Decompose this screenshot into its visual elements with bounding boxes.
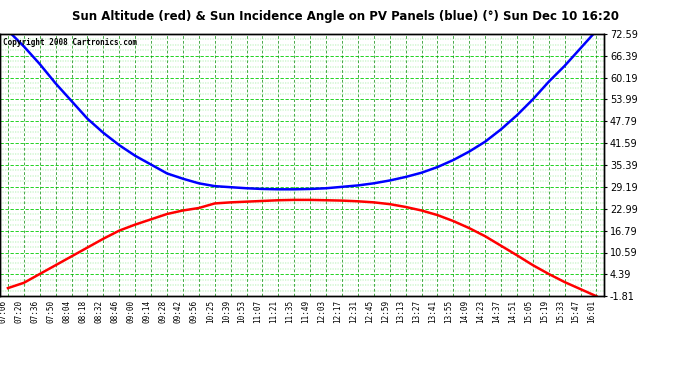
Text: 08:32: 08:32 [95, 300, 103, 323]
Text: 10:39: 10:39 [221, 300, 230, 323]
Text: 15:47: 15:47 [571, 300, 580, 323]
Text: 15:19: 15:19 [540, 300, 549, 323]
Text: 11:21: 11:21 [269, 300, 278, 323]
Text: 12:59: 12:59 [381, 300, 390, 323]
Text: 08:18: 08:18 [79, 300, 88, 323]
Text: 12:31: 12:31 [349, 300, 358, 323]
Text: 15:33: 15:33 [555, 300, 564, 323]
Text: 13:55: 13:55 [444, 300, 453, 323]
Text: 11:07: 11:07 [253, 300, 262, 323]
Text: 11:35: 11:35 [285, 300, 294, 323]
Text: 16:01: 16:01 [587, 300, 596, 323]
Text: 09:56: 09:56 [190, 300, 199, 323]
Text: 07:20: 07:20 [15, 300, 24, 323]
Text: 13:27: 13:27 [413, 300, 422, 323]
Text: 11:49: 11:49 [301, 300, 310, 323]
Text: 10:53: 10:53 [237, 300, 246, 323]
Text: 12:17: 12:17 [333, 300, 342, 323]
Text: 09:14: 09:14 [142, 300, 151, 323]
Text: 13:41: 13:41 [428, 300, 437, 323]
Text: 13:13: 13:13 [397, 300, 406, 323]
Text: 09:00: 09:00 [126, 300, 135, 323]
Text: 14:23: 14:23 [476, 300, 485, 323]
Text: Copyright 2008 Cartronics.com: Copyright 2008 Cartronics.com [3, 38, 137, 47]
Text: 07:36: 07:36 [31, 300, 40, 323]
Text: 07:50: 07:50 [47, 300, 56, 323]
Text: 14:37: 14:37 [492, 300, 501, 323]
Text: 12:45: 12:45 [365, 300, 374, 323]
Text: 10:25: 10:25 [206, 300, 215, 323]
Text: 07:06: 07:06 [0, 300, 8, 323]
Text: Sun Altitude (red) & Sun Incidence Angle on PV Panels (blue) (°) Sun Dec 10 16:2: Sun Altitude (red) & Sun Incidence Angle… [72, 10, 618, 23]
Text: 09:28: 09:28 [158, 300, 167, 323]
Text: 08:04: 08:04 [63, 300, 72, 323]
Text: 12:03: 12:03 [317, 300, 326, 323]
Text: 14:51: 14:51 [508, 300, 517, 323]
Text: 14:09: 14:09 [460, 300, 469, 323]
Text: 08:46: 08:46 [110, 300, 119, 323]
Text: 15:05: 15:05 [524, 300, 533, 323]
Text: 09:42: 09:42 [174, 300, 183, 323]
